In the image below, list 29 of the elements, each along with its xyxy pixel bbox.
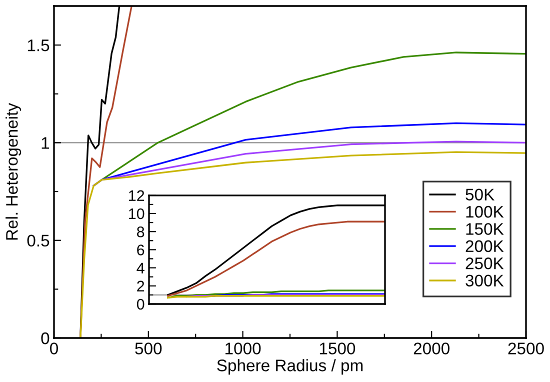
legend-label: 200K xyxy=(466,240,504,252)
x-tick-label: 1500 xyxy=(320,342,356,354)
legend-label: 300K xyxy=(466,274,504,287)
legend-label: 50K xyxy=(466,188,494,200)
x-tick-label: 0 xyxy=(50,342,58,354)
line-series xyxy=(92,140,526,187)
x-axis-title: Sphere Radius / pm xyxy=(217,359,363,375)
y-tick-label: 4 xyxy=(136,262,144,274)
line-series xyxy=(80,151,526,338)
y-tick-label: 0 xyxy=(136,298,144,310)
y-axis-title: Rel. Heterogeneity xyxy=(6,103,22,240)
y-tick-label: 8 xyxy=(137,226,144,238)
y-tick-label: 0.5 xyxy=(27,234,50,247)
x-tick-label: 2000 xyxy=(414,342,450,354)
line-series xyxy=(167,220,385,297)
line-series xyxy=(167,290,385,298)
x-tick-label: 2500 xyxy=(508,342,544,354)
legend-label: 250K xyxy=(466,258,504,270)
y-tick-label: 2 xyxy=(137,280,144,292)
legend-label: 100K xyxy=(466,206,504,218)
y-tick-label: 0 xyxy=(41,332,50,344)
y-tick-label: 1 xyxy=(42,137,50,149)
x-tick-label: 1000 xyxy=(226,342,261,354)
y-tick-label: 6 xyxy=(137,244,144,256)
y-tick-label: 1.5 xyxy=(28,40,50,52)
legend-label: 150K xyxy=(466,223,504,235)
y-tick-label: 10 xyxy=(129,208,144,220)
x-tick-label: 500 xyxy=(135,342,162,354)
y-tick-label: 12 xyxy=(129,190,144,201)
